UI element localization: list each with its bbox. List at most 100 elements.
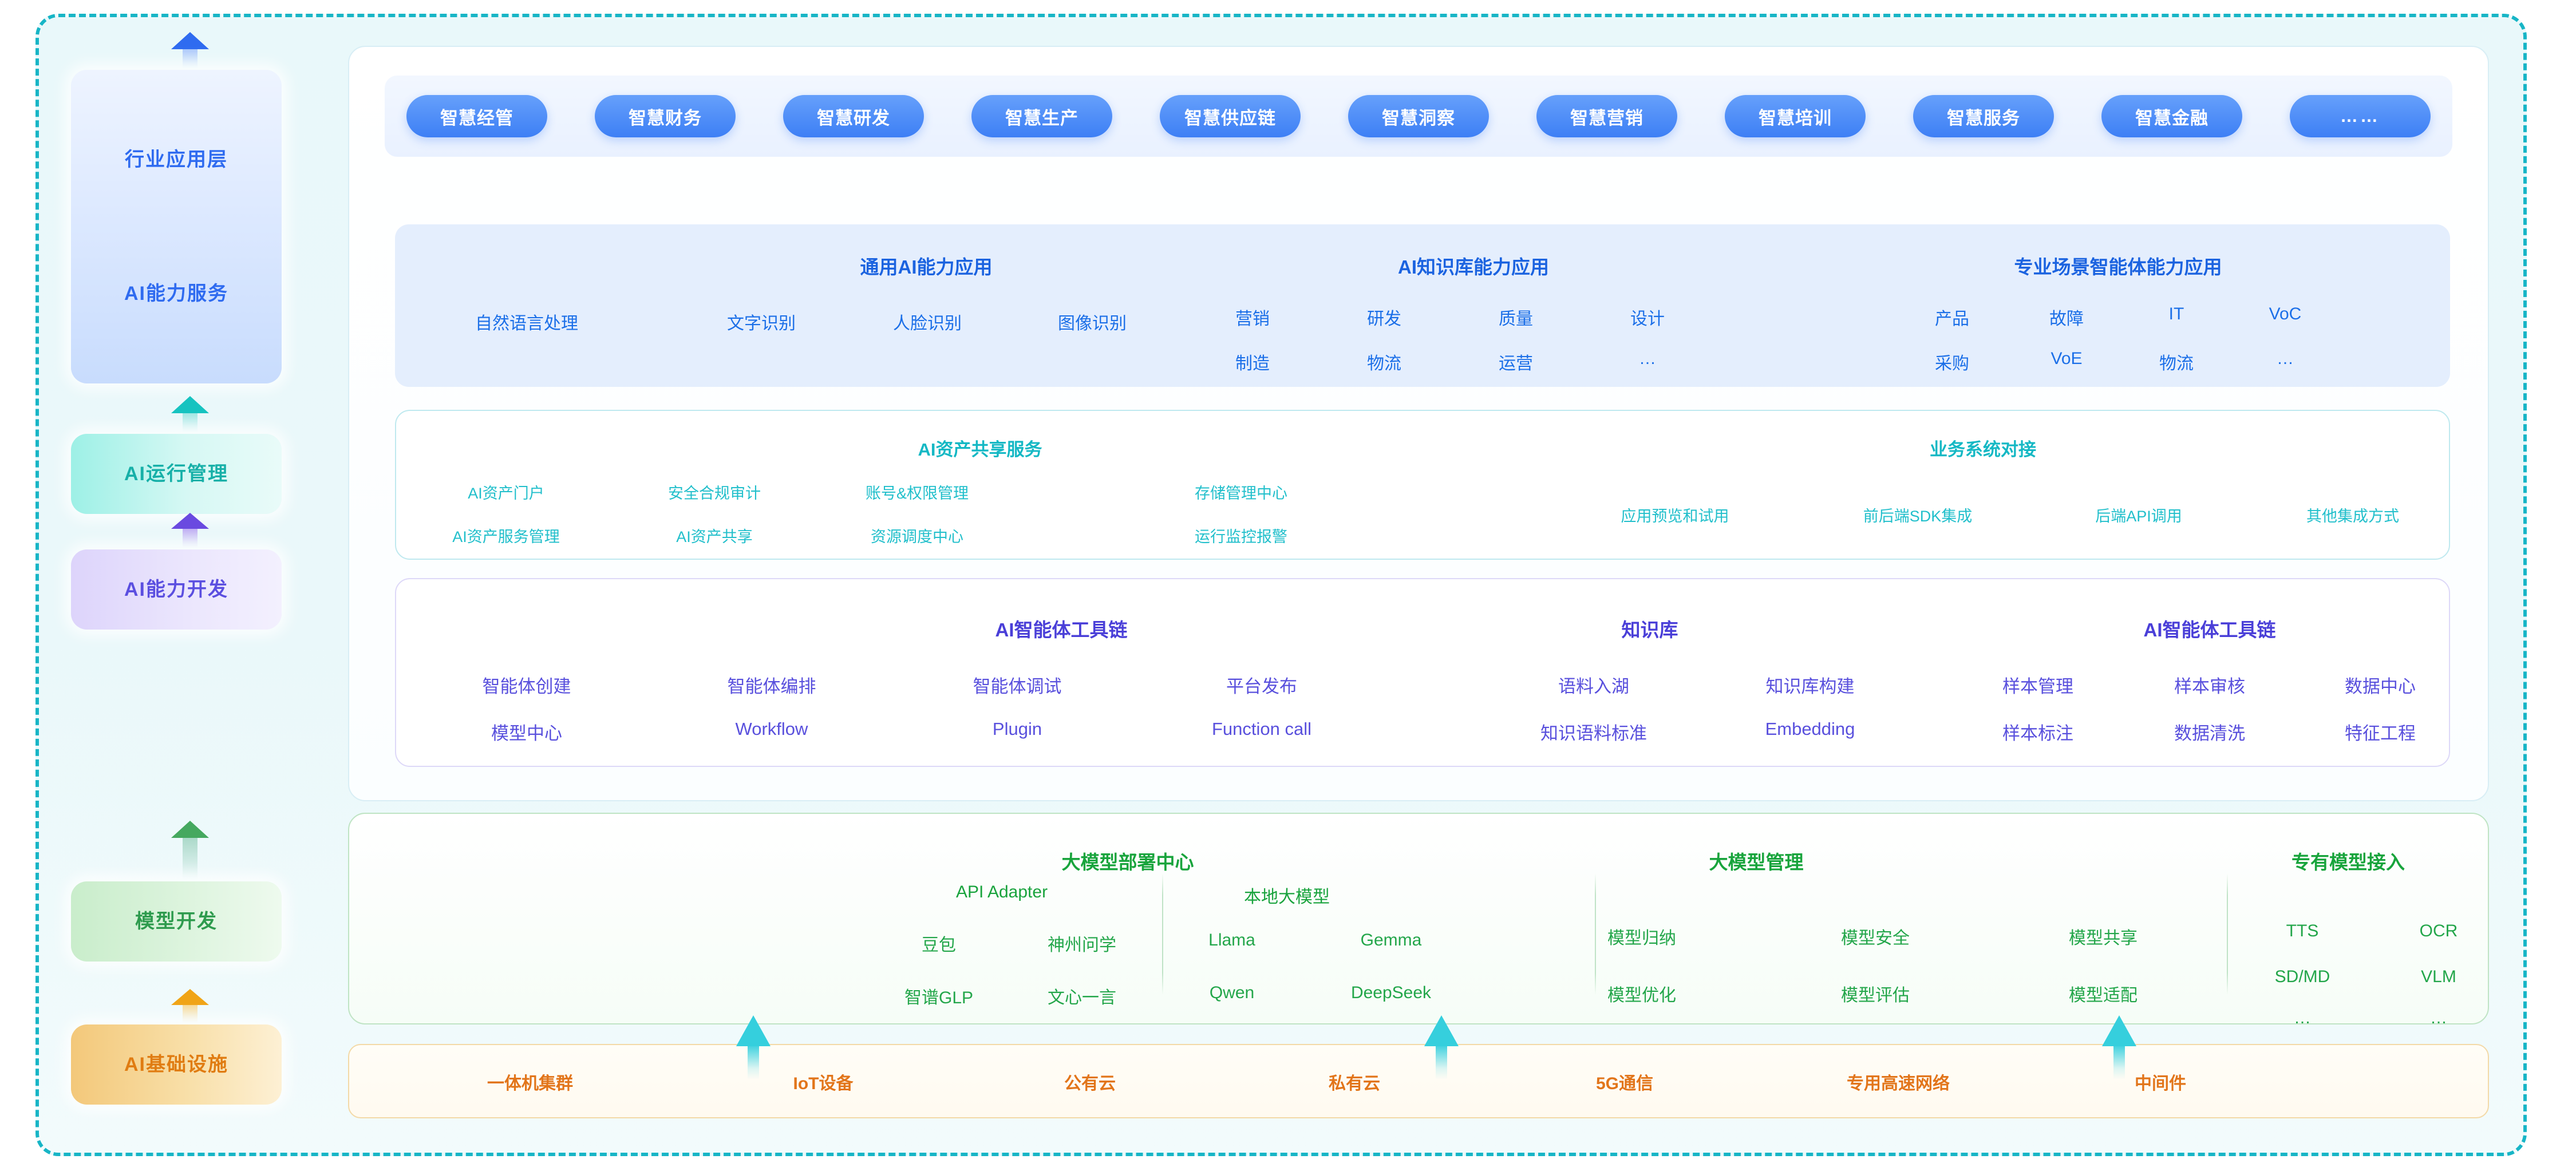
model-item-14[interactable]: TTS (2286, 921, 2319, 940)
model-item-2[interactable]: 智谱GLP (904, 988, 974, 1007)
model-item-8[interactable]: 模型归纳 (1607, 929, 1676, 948)
group-1-item-2[interactable]: 后端API调用 (2095, 508, 2182, 525)
group-2-item-3[interactable]: 样本标注 (2002, 723, 2073, 743)
group-0-item-2[interactable]: 智能体调试 (973, 677, 1062, 697)
group-2-item-5[interactable]: 特征工程 (2345, 723, 2416, 743)
group-0-item-1[interactable]: 安全合规审计 (668, 485, 761, 502)
model-item-7[interactable]: DeepSeek (1350, 983, 1432, 1002)
infra-item-3[interactable]: 私有云 (1329, 1074, 1380, 1093)
group-1-item-6[interactable]: 运营 (1499, 354, 1533, 373)
pill-5[interactable]: 智慧洞察 (1348, 95, 1489, 137)
group-title-2: AI智能体工具链 (2143, 619, 2276, 640)
infra-item-4[interactable]: 5G通信 (1595, 1074, 1654, 1093)
group-0-item-3[interactable]: 图像识别 (1058, 314, 1127, 333)
group-1-item-1[interactable]: 前后端SDK集成 (1863, 508, 1973, 525)
rail-item-ai-runtime-management[interactable]: AI运行管理 (71, 434, 282, 514)
group-0-item-5[interactable]: AI资产共享 (676, 528, 753, 545)
group-0-item-1[interactable]: 文字识别 (727, 314, 796, 333)
group-0-item-0[interactable]: 自然语言处理 (475, 314, 578, 333)
group-2-item-0[interactable]: 产品 (1935, 310, 1969, 329)
model-item-1[interactable]: 神州问学 (1048, 936, 1116, 955)
group-1-item-0[interactable]: 应用预览和试用 (1621, 508, 1729, 525)
group-0-item-0[interactable]: AI资产门户 (468, 485, 544, 502)
group-2-item-4[interactable]: 数据清洗 (2174, 723, 2245, 743)
rail-item-ai-capability-development[interactable]: AI能力开发 (71, 549, 282, 630)
group-1-item-0[interactable]: 营销 (1235, 310, 1270, 329)
group-title-1: 知识库 (1621, 619, 1678, 640)
group-0-item-0[interactable]: 智能体创建 (482, 677, 571, 697)
group-1-item-1[interactable]: 研发 (1367, 310, 1401, 329)
pill-4[interactable]: 智慧供应链 (1160, 95, 1301, 137)
group-0-item-2[interactable]: 人脸识别 (893, 314, 962, 333)
teal-uplink-arrow-2-icon (2102, 1015, 2136, 1079)
rail-item-model-development[interactable]: 模型开发 (71, 881, 282, 962)
group-2-item-2[interactable]: IT (2168, 304, 2184, 323)
group-1-item-3[interactable]: 其他集成方式 (2306, 508, 2399, 525)
group-0-item-3[interactable]: 存储管理中心 (1195, 485, 1287, 502)
group-2-item-7[interactable]: … (2277, 349, 2294, 368)
group-1-item-3[interactable]: 设计 (1630, 310, 1665, 329)
model-item-17[interactable]: VLM (2421, 967, 2456, 986)
infra-item-6[interactable]: 中间件 (2135, 1074, 2186, 1093)
pill-8[interactable]: 智慧服务 (1913, 95, 2054, 137)
group-1-item-2[interactable]: 知识语料标准 (1540, 723, 1647, 743)
rail-item-ai-infrastructure[interactable]: AI基础设施 (71, 1024, 282, 1105)
group-0-item-6[interactable]: Plugin (992, 719, 1042, 739)
model-item-12[interactable]: 模型评估 (1841, 986, 1910, 1005)
model-item-13[interactable]: 模型适配 (2069, 986, 2138, 1005)
model-group-title-2: 专有模型接入 (2291, 852, 2405, 873)
model-item-5[interactable]: Gemma (1360, 931, 1422, 950)
group-0-item-4[interactable]: 模型中心 (491, 723, 562, 743)
group-2-item-6[interactable]: 物流 (2159, 354, 2194, 373)
pill-6[interactable]: 智慧营销 (1536, 95, 1677, 137)
infra-item-1[interactable]: IoT设备 (793, 1074, 854, 1093)
group-0-item-1[interactable]: 智能体编排 (727, 677, 816, 697)
group-2-item-1[interactable]: 样本审核 (2174, 677, 2245, 697)
group-0-item-2[interactable]: 账号&权限管理 (865, 485, 969, 502)
group-2-item-0[interactable]: 样本管理 (2002, 677, 2073, 697)
group-1-item-3[interactable]: Embedding (1765, 719, 1855, 739)
model-item-15[interactable]: OCR (2419, 921, 2458, 940)
group-2-item-5[interactable]: VoE (2050, 349, 2083, 368)
group-0-item-7[interactable]: 运行监控报警 (1195, 528, 1287, 545)
group-2-item-3[interactable]: VoC (2269, 304, 2302, 323)
group-2-item-4[interactable]: 采购 (1935, 354, 1969, 373)
group-0-item-3[interactable]: 平台发布 (1226, 677, 1297, 697)
group-0-item-6[interactable]: 资源调度中心 (871, 528, 963, 545)
model-item-3[interactable]: 文心一言 (1048, 988, 1116, 1007)
model-item-6[interactable]: Qwen (1209, 983, 1255, 1002)
pill-3[interactable]: 智慧生产 (971, 95, 1112, 137)
model-item-4[interactable]: Llama (1208, 931, 1255, 950)
group-1-item-7[interactable]: … (1639, 349, 1656, 368)
group-1-item-1[interactable]: 知识库构建 (1765, 677, 1855, 697)
pill-2[interactable]: 智慧研发 (783, 95, 924, 137)
model-item-9[interactable]: 模型安全 (1841, 929, 1910, 948)
group-1-item-2[interactable]: 质量 (1499, 310, 1533, 329)
model-item-16[interactable]: SD/MD (2274, 967, 2330, 986)
group-2-item-1[interactable]: 故障 (2049, 310, 2084, 329)
group-0-item-7[interactable]: Function call (1211, 719, 1312, 739)
pill-0[interactable]: 智慧经管 (406, 95, 547, 137)
pill-7[interactable]: 智慧培训 (1725, 95, 1866, 137)
model-development-band: 大模型部署中心 大模型管理 专有模型接入 API Adapter 本地大模型 豆包 神州问学… (366, 824, 2473, 1027)
group-1-item-0[interactable]: 语料入湖 (1558, 677, 1629, 697)
model-item-10[interactable]: 模型共享 (2069, 929, 2138, 948)
rail-item-application-layer[interactable]: 行业应用层 AI能力服务 (71, 70, 282, 383)
model-item-18[interactable]: … (2294, 1008, 2311, 1027)
infra-item-0[interactable]: 一体机集群 (487, 1074, 573, 1093)
model-item-0[interactable]: 豆包 (922, 936, 956, 955)
group-0-item-4[interactable]: AI资产服务管理 (452, 528, 560, 545)
group-1-item-4[interactable]: 制造 (1235, 354, 1270, 373)
pill-9[interactable]: 智慧金融 (2101, 95, 2242, 137)
model-item-11[interactable]: 模型优化 (1607, 986, 1676, 1005)
teal-uplink-arrow-1-icon (1424, 1015, 1459, 1079)
group-2-item-2[interactable]: 数据中心 (2345, 677, 2416, 697)
group-0-item-5[interactable]: Workflow (735, 719, 808, 739)
infra-item-5[interactable]: 专用高速网络 (1847, 1074, 1950, 1093)
pill-1[interactable]: 智慧财务 (595, 95, 736, 137)
industry-application-pill-strip: 智慧经管 智慧财务 智慧研发 智慧生产 智慧供应链 智慧洞察 智慧营销 智慧培训 智慧服务 智慧金… (385, 76, 2452, 157)
model-item-19[interactable]: … (2430, 1008, 2447, 1027)
infra-item-2[interactable]: 公有云 (1064, 1074, 1116, 1093)
pill-10[interactable]: …… (2290, 95, 2431, 137)
group-1-item-5[interactable]: 物流 (1367, 354, 1401, 373)
